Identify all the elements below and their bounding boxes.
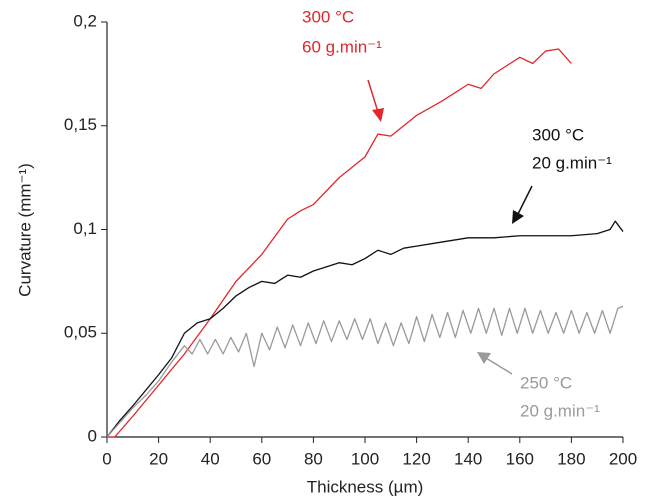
x-axis-title: Thickness (µm) xyxy=(307,477,424,496)
y-tick-label: 0,05 xyxy=(64,323,97,342)
x-tick-label: 80 xyxy=(304,449,323,468)
arrows xyxy=(367,79,533,375)
y-tick-label: 0,2 xyxy=(73,11,97,30)
data-line xyxy=(107,48,572,438)
data-line xyxy=(106,220,624,438)
y-tick-label: 0,15 xyxy=(64,115,97,134)
x-tick-label: 120 xyxy=(402,449,430,468)
x-tick-label: 140 xyxy=(454,449,482,468)
arrow xyxy=(517,185,533,215)
arrow xyxy=(367,79,379,113)
y-tick-label: 0 xyxy=(88,426,97,445)
data-line xyxy=(106,305,624,438)
x-tick-label: 200 xyxy=(609,449,637,468)
x-tick-label: 40 xyxy=(201,449,220,468)
arrow xyxy=(485,357,513,375)
annotation: 300 °C xyxy=(302,7,354,26)
y-tick-label: 0,1 xyxy=(73,219,97,238)
annotation: 60 g.min⁻¹ xyxy=(302,37,382,56)
x-tick-label: 60 xyxy=(252,449,271,468)
arrow-head xyxy=(512,210,524,224)
arrow-head xyxy=(372,108,384,122)
annotation: 300 °C xyxy=(532,125,584,144)
arrow-head xyxy=(477,352,491,364)
annotation: 20 g.min⁻¹ xyxy=(532,153,612,172)
annotation: 250 °C xyxy=(520,373,572,392)
x-tick-label: 100 xyxy=(351,449,379,468)
x-tick-label: 20 xyxy=(149,449,168,468)
x-tick-label: 0 xyxy=(102,449,111,468)
annotation: 20 g.min⁻¹ xyxy=(520,401,600,420)
y-axis-title: Curvature (mm⁻¹) xyxy=(15,163,34,297)
x-tick-label: 180 xyxy=(557,449,585,468)
x-tick-label: 160 xyxy=(506,449,534,468)
